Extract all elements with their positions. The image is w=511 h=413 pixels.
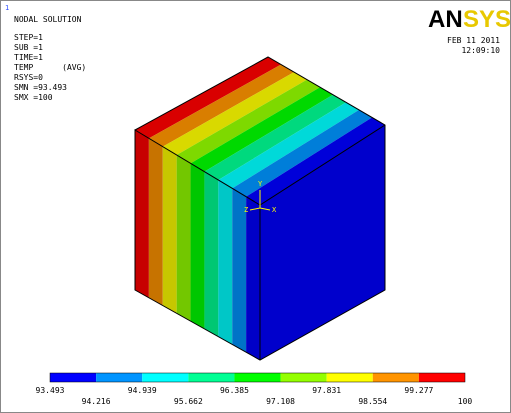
legend-swatch [234,373,280,382]
legend-swatch [96,373,142,382]
info-line: SMX =100 [14,93,53,102]
info-line: SMN =93.493 [14,83,67,92]
info-line: TEMP (AVG) [14,63,86,72]
triad-z: Z [244,206,248,214]
legend-label: 95.662 [174,397,203,406]
side-stripe [177,155,191,321]
info-line: SUB =1 [14,43,43,52]
date: FEB 11 2011 [447,36,500,45]
side-stripe [135,130,149,298]
logo-sys: SYS [463,6,511,33]
legend-label: 94.939 [128,386,157,395]
legend-swatch [142,373,188,382]
legend-swatch [50,373,96,382]
legend-label: 94.216 [82,397,111,406]
legend-swatch [281,373,327,382]
side-stripe [204,172,218,337]
legend-label: 99.277 [404,386,433,395]
legend-swatch [419,373,465,382]
legend-label: 98.554 [358,397,387,406]
legend-swatch [373,373,419,382]
ansys-graphics-window: 1 NODAL SOLUTION STEP=1SUB =1TIME=1TEMP … [0,0,511,413]
legend-swatch [188,373,234,382]
plot-title: NODAL SOLUTION [14,15,82,24]
side-stripe [149,138,163,305]
side-stripe [163,147,177,314]
legend-label: 96.385 [220,386,249,395]
legend-label: 97.831 [312,386,341,395]
side-stripe [191,163,205,329]
legend-label: 93.493 [36,386,65,395]
legend-swatch [327,373,373,382]
info-line: STEP=1 [14,33,43,42]
window-number: 1 [5,4,9,12]
side-stripe [218,180,232,344]
side-stripe [246,197,260,360]
info-line: RSYS=0 [14,73,43,82]
info-line: TIME=1 [14,53,43,62]
legend-label: 100 [458,397,473,406]
logo-an: AN [428,6,463,33]
legend-label: 97.108 [266,397,295,406]
time: 12:09:10 [461,46,500,55]
